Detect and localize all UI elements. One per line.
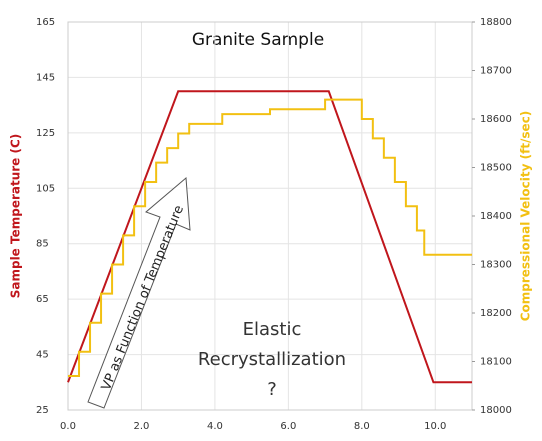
y-tick-label: 45: [36, 350, 49, 361]
y-axis-label: Sample Temperature (C): [9, 134, 23, 299]
annotation: Elastic: [243, 319, 302, 340]
y2-tick-label: 18500: [480, 163, 512, 174]
x-tick-label: 6.0: [280, 421, 296, 432]
x-tick-label: 0.0: [60, 421, 76, 432]
y-tick-label: 105: [36, 183, 55, 194]
annotation: Recrystallization: [198, 349, 346, 370]
x-tick-label: 10.0: [424, 421, 446, 432]
y-tick-label: 85: [36, 239, 49, 250]
data-line: [68, 98, 472, 378]
y-tick-label: 125: [36, 128, 55, 139]
y-tick-label: 25: [36, 405, 49, 416]
chart-title: Granite Sample: [192, 30, 324, 50]
y2-tick-label: 18000: [480, 405, 512, 416]
y-tick-label: 145: [36, 72, 55, 83]
y-tick-label: 65: [36, 294, 49, 305]
data-line: [67, 90, 472, 384]
annotation: ?: [267, 379, 277, 400]
y2-tick-label: 18600: [480, 114, 512, 125]
y-tick-label: 165: [36, 17, 55, 28]
x-tick-label: 2.0: [134, 421, 150, 432]
arrow: [87, 176, 191, 409]
y2-tick-label: 18400: [480, 211, 512, 222]
y2-tick-label: 18300: [480, 260, 512, 271]
x-tick-label: 8.0: [354, 421, 370, 432]
x-tick-label: 4.0: [207, 421, 223, 432]
y2-tick-label: 18700: [480, 66, 512, 77]
y2-tick-label: 18800: [480, 17, 512, 28]
y2-axis-label: Compressional Velocity (ft/sec): [519, 111, 533, 322]
y2-tick-label: 18100: [480, 357, 512, 368]
y2-tick-label: 18200: [480, 308, 512, 319]
